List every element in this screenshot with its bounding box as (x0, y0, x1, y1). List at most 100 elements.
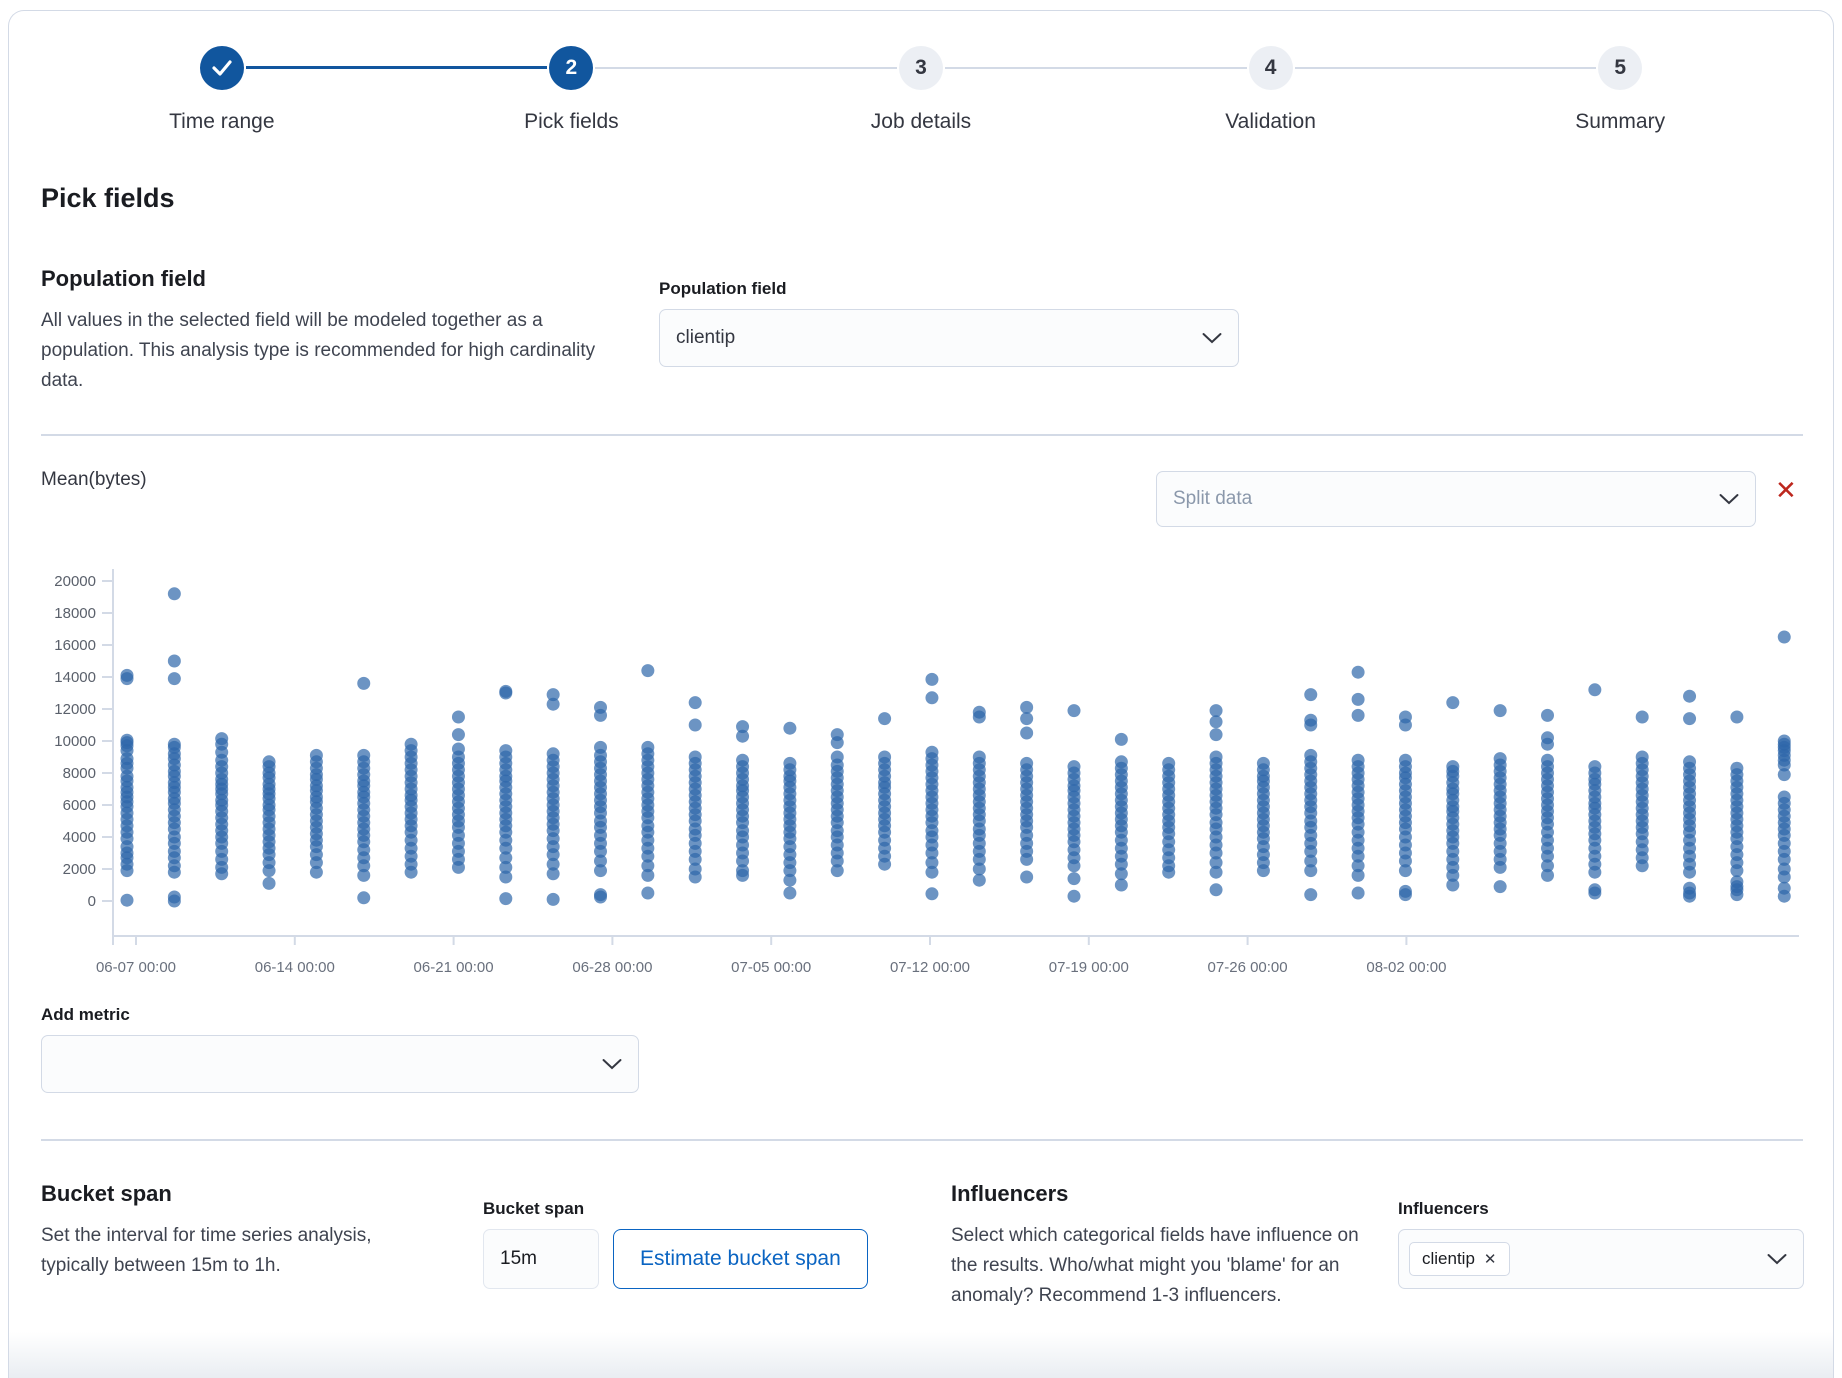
svg-text:07-19 00:00: 07-19 00:00 (1049, 959, 1129, 976)
bucket-span-section: Bucket span Set the interval for time se… (41, 1181, 436, 1281)
scatter-point (1351, 849, 1365, 863)
scatter-point (1446, 696, 1460, 710)
influencers-combobox[interactable]: clientip ✕ (1398, 1229, 1804, 1289)
step-connector (944, 67, 1096, 69)
scatter-point (451, 728, 465, 742)
step-validation: 4 Validation (1095, 46, 1446, 134)
scatter-point (451, 710, 465, 724)
scatter-point (1114, 857, 1128, 871)
step-3-circle[interactable]: 3 (898, 46, 943, 90)
step-connector (1095, 67, 1247, 69)
scatter-point (1162, 865, 1176, 879)
scatter-point (594, 708, 607, 722)
scatter-point (1209, 865, 1223, 879)
split-data-select[interactable]: Split data (1156, 471, 1756, 527)
bucket-span-heading: Bucket span (41, 1181, 172, 1206)
scatter-point (499, 860, 513, 874)
svg-text:4000: 4000 (63, 829, 96, 846)
remove-influencer-icon[interactable]: ✕ (1483, 1251, 1497, 1268)
section-divider (41, 1139, 1803, 1141)
scatter-point (925, 672, 939, 686)
step-connector (1445, 67, 1597, 69)
step-5-label: Summary (1575, 110, 1666, 133)
scatter-point (972, 873, 986, 887)
scatter-point (1209, 846, 1223, 860)
influencers-description: Select which categorical fields have inf… (951, 1225, 1359, 1306)
scatter-point (1351, 868, 1365, 882)
scatter-point (1256, 864, 1270, 878)
step-5-circle[interactable]: 5 (1598, 46, 1643, 90)
scatter-point (1635, 710, 1649, 724)
svg-text:18000: 18000 (54, 605, 96, 622)
scatter-point (1351, 708, 1365, 722)
scatter-point (1777, 852, 1791, 866)
scatter-point (1683, 889, 1697, 903)
scatter-point (262, 864, 276, 878)
svg-text:08-02 00:00: 08-02 00:00 (1366, 959, 1446, 976)
scatter-point (167, 654, 181, 668)
bucket-span-input[interactable] (483, 1229, 599, 1289)
scatter-point (1446, 878, 1460, 892)
scatter-point (783, 873, 797, 887)
influencers-label: Influencers (1398, 1199, 1489, 1218)
scatter-point (1209, 883, 1223, 897)
svg-text:12000: 12000 (54, 701, 96, 718)
scatter-point (309, 856, 323, 870)
influencer-tag: clientip ✕ (1409, 1242, 1510, 1276)
scatter-point (1304, 844, 1318, 858)
step-2-circle[interactable]: 2 (549, 46, 594, 90)
scatter-point (594, 844, 607, 858)
section-divider (41, 434, 1803, 436)
scatter-point (499, 841, 513, 855)
svg-text:16000: 16000 (54, 637, 96, 654)
scatter-point (641, 868, 655, 882)
scatter-point (1398, 854, 1412, 868)
scatter-point (1398, 888, 1412, 902)
population-field-select[interactable]: clientip (659, 309, 1239, 367)
scatter-point (1020, 852, 1034, 866)
delete-metric-icon[interactable]: ✕ (1775, 475, 1797, 505)
scatter-point (1067, 889, 1081, 903)
scatter-point (783, 864, 797, 878)
scatter-point (1114, 878, 1128, 892)
population-field-heading: Population field (41, 266, 206, 291)
scatter-point (641, 664, 655, 678)
scatter-point (357, 859, 371, 873)
scatter-point (972, 710, 986, 724)
scatter-point (1541, 849, 1554, 863)
scatter-point (1541, 859, 1554, 873)
svg-text:6000: 6000 (63, 797, 96, 814)
svg-text:0: 0 (88, 893, 96, 910)
scatter-point (1777, 630, 1791, 644)
scatter-point (357, 868, 371, 882)
scatter-point (451, 860, 465, 874)
scatter-point (1020, 870, 1034, 884)
bucket-span-form: Bucket span Estimate bucket span (483, 1199, 868, 1289)
scatter-point (546, 867, 560, 881)
scatter-point (641, 886, 655, 900)
scatter-point (1588, 865, 1602, 879)
scatter-point (972, 862, 986, 876)
step-summary: 5 Summary (1445, 46, 1795, 134)
scatter-point (925, 691, 939, 705)
scatter-point (783, 886, 797, 900)
scatter-point (688, 718, 702, 732)
influencers-heading: Influencers (951, 1181, 1069, 1206)
scatter-point (925, 856, 939, 870)
scatter-point (1020, 700, 1034, 714)
scatter-point (309, 865, 323, 879)
estimate-bucket-span-button[interactable]: Estimate bucket span (613, 1229, 868, 1289)
scatter-point (167, 672, 181, 686)
scatter-point (641, 849, 655, 863)
scatter-point (1588, 683, 1602, 697)
scatter-point (1588, 886, 1602, 900)
scatter-point (1493, 704, 1507, 718)
scatter-point (357, 676, 371, 690)
scatter-point (1304, 888, 1318, 902)
scatter-point (546, 688, 560, 702)
step-1-circle[interactable] (199, 46, 244, 90)
scatter-point (262, 876, 276, 890)
step-4-circle[interactable]: 4 (1248, 46, 1293, 90)
add-metric-select[interactable] (41, 1035, 639, 1093)
scatter-point (1114, 867, 1128, 881)
